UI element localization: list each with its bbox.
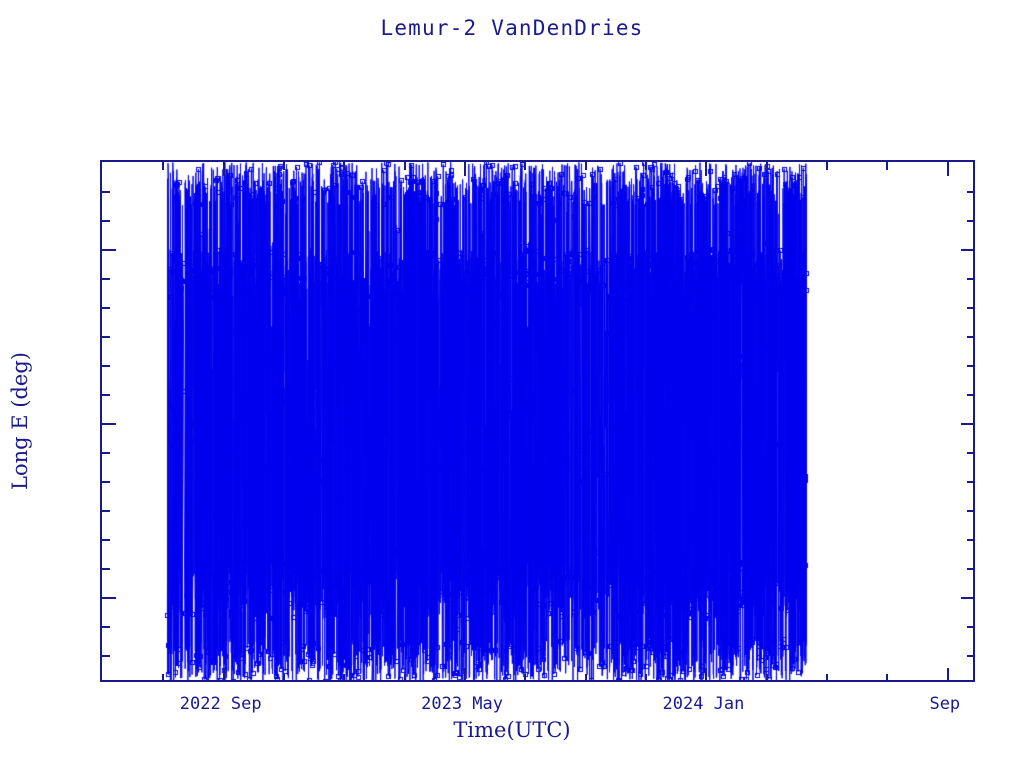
axis-tick — [967, 568, 973, 570]
axis-tick — [102, 568, 110, 570]
axis-tick — [967, 278, 973, 280]
axis-tick — [102, 452, 110, 454]
y-axis-label: Long E (deg) — [8, 352, 32, 490]
axis-tick — [886, 162, 888, 170]
axis-tick — [102, 278, 110, 280]
axis-tick — [102, 307, 110, 309]
axis-tick — [343, 674, 345, 680]
axis-tick — [645, 162, 647, 170]
axis-tick — [223, 162, 225, 176]
axis-tick — [343, 162, 345, 170]
axis-tick — [524, 162, 526, 170]
axis-tick — [283, 674, 285, 680]
plot-area[interactable] — [100, 160, 975, 682]
axis-tick — [967, 336, 973, 338]
axis-tick — [961, 249, 973, 251]
axis-tick — [826, 162, 828, 170]
axis-tick — [102, 394, 110, 396]
axis-tick — [961, 423, 973, 425]
x-axis-label: Time(UTC) — [453, 718, 571, 742]
axis-tick — [766, 674, 768, 680]
x-tick-label: Sep — [929, 694, 961, 714]
axis-tick — [967, 481, 973, 483]
axis-tick — [585, 674, 587, 680]
axis-tick — [967, 220, 973, 222]
axis-tick — [102, 597, 116, 599]
axis-tick — [102, 539, 110, 541]
y-axis-label-holder: Long E (deg) — [0, 160, 40, 682]
axis-tick — [967, 307, 973, 309]
data-series-canvas — [102, 162, 973, 680]
axis-tick — [102, 510, 110, 512]
page-title: Lemur-2 VanDenDries — [380, 16, 644, 40]
axis-tick — [967, 626, 973, 628]
axis-tick — [967, 191, 973, 193]
axis-tick — [102, 191, 110, 193]
axis-tick — [886, 674, 888, 680]
axis-tick — [705, 668, 707, 680]
axis-tick — [283, 162, 285, 170]
axis-tick — [705, 162, 707, 176]
axis-tick — [967, 539, 973, 541]
axis-tick — [645, 674, 647, 680]
axis-tick — [961, 597, 973, 599]
axis-tick — [585, 162, 587, 170]
axis-tick — [102, 423, 116, 425]
axis-tick — [102, 481, 110, 483]
axis-tick — [102, 336, 110, 338]
axis-tick — [947, 668, 949, 680]
x-tick-label: 2023 May — [421, 694, 504, 714]
axis-tick — [223, 668, 225, 680]
axis-tick — [967, 452, 973, 454]
axis-tick — [162, 674, 164, 680]
x-tick-label: 2022 Sep — [179, 694, 262, 714]
axis-tick — [404, 674, 406, 680]
axis-tick — [967, 510, 973, 512]
axis-tick — [524, 674, 526, 680]
axis-tick — [162, 162, 164, 170]
axis-tick — [102, 626, 110, 628]
axis-tick — [766, 162, 768, 170]
axis-tick — [102, 220, 110, 222]
x-tick-label: 2024 Jan — [662, 694, 745, 714]
axis-tick — [464, 668, 466, 680]
axis-tick — [967, 655, 973, 657]
axis-tick — [102, 249, 116, 251]
axis-tick — [102, 655, 110, 657]
axis-tick — [947, 162, 949, 176]
axis-tick — [826, 674, 828, 680]
axis-tick — [967, 365, 973, 367]
axis-tick — [967, 394, 973, 396]
axis-tick — [102, 365, 110, 367]
axis-tick — [404, 162, 406, 170]
axis-tick — [464, 162, 466, 176]
